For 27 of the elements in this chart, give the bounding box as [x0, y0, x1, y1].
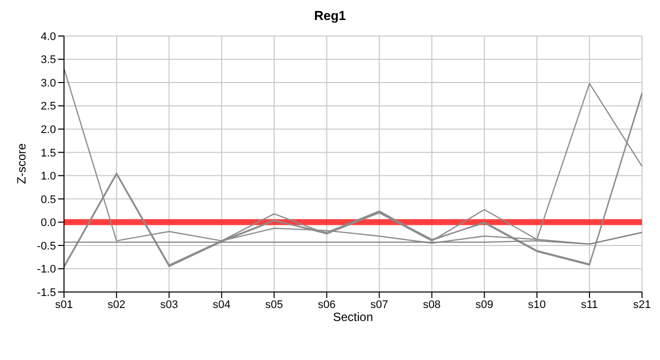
- x-tick-label: s21: [633, 298, 651, 311]
- y-tick-label: 1.0: [40, 170, 56, 183]
- y-tick-label: 2.5: [40, 100, 56, 113]
- x-tick-label: s08: [422, 298, 441, 311]
- y-tick-label: -1.5: [37, 286, 56, 299]
- y-tick-label: 1.5: [40, 147, 56, 160]
- x-tick-label: s09: [475, 298, 494, 311]
- x-tick-label: s05: [265, 298, 284, 311]
- x-tick-label: s06: [318, 298, 336, 311]
- y-tick-label: 2.0: [40, 124, 56, 136]
- x-tick-label: s03: [160, 298, 178, 311]
- y-tick-label: 3.0: [40, 77, 56, 90]
- x-axis-title: Section: [332, 310, 374, 324]
- x-tick-label: s04: [212, 298, 231, 311]
- y-tick-label: -1.0: [37, 264, 56, 276]
- chart-title: Reg1: [313, 8, 347, 25]
- x-tick-label: s11: [580, 298, 598, 311]
- y-tick-label: -0.5: [37, 240, 56, 252]
- y-tick-label: 4.0: [40, 30, 56, 43]
- y-tick-label: 0.0: [40, 217, 56, 230]
- y-tick-label: 0.5: [40, 194, 56, 206]
- y-tick-label: 3.5: [40, 54, 56, 66]
- y-axis-title: Z-score: [14, 143, 28, 184]
- x-tick-label: s01: [55, 298, 73, 311]
- x-tick-label: s07: [370, 298, 388, 311]
- x-tick-label: s02: [108, 298, 126, 311]
- x-tick-label: s10: [528, 298, 546, 311]
